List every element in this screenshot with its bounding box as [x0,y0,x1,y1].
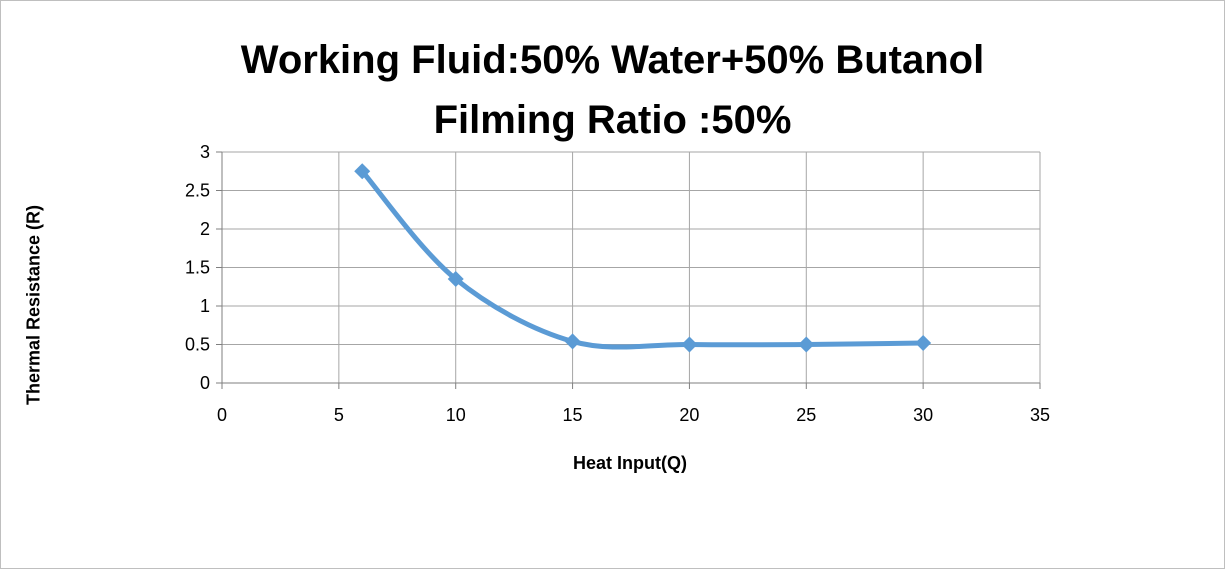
chart-title-line-2: Filming Ratio :50% [433,98,792,142]
y-tick-label: 0 [200,373,210,393]
y-tick-label: 2 [200,219,210,239]
x-tick-labels: 0 5 10 15 20 25 30 35 [217,405,1050,425]
y-tick-label: 2.5 [185,181,210,201]
x-tick-label: 30 [913,405,933,425]
data-point-marker [564,333,581,350]
y-tick-label: 1 [200,296,210,316]
y-tick-label: 3 [200,142,210,162]
series-line [359,168,926,350]
x-tick-label: 35 [1030,405,1050,425]
x-tick-label: 20 [679,405,699,425]
x-tick-label: 5 [334,405,344,425]
x-tick-label: 25 [796,405,816,425]
data-point-marker [915,334,932,351]
x-tick-label: 15 [563,405,583,425]
y-tick-label: 0.5 [185,335,210,355]
x-axis-label: Heat Input(Q) [573,453,687,473]
data-point-marker [798,336,815,353]
x-tick-label: 0 [217,405,227,425]
y-tick-label: 1.5 [185,258,210,278]
y-tick-labels: 0 0.5 1 1.5 2 2.5 3 [185,142,210,393]
chart-title-line-1: Working Fluid:50% Water+50% Butanol [240,38,985,82]
data-point-marker [681,336,698,353]
axes [216,151,1041,389]
x-tick-label: 10 [446,405,466,425]
series-group [354,163,932,353]
data-point-marker [447,271,464,288]
data-point-marker [354,163,371,180]
